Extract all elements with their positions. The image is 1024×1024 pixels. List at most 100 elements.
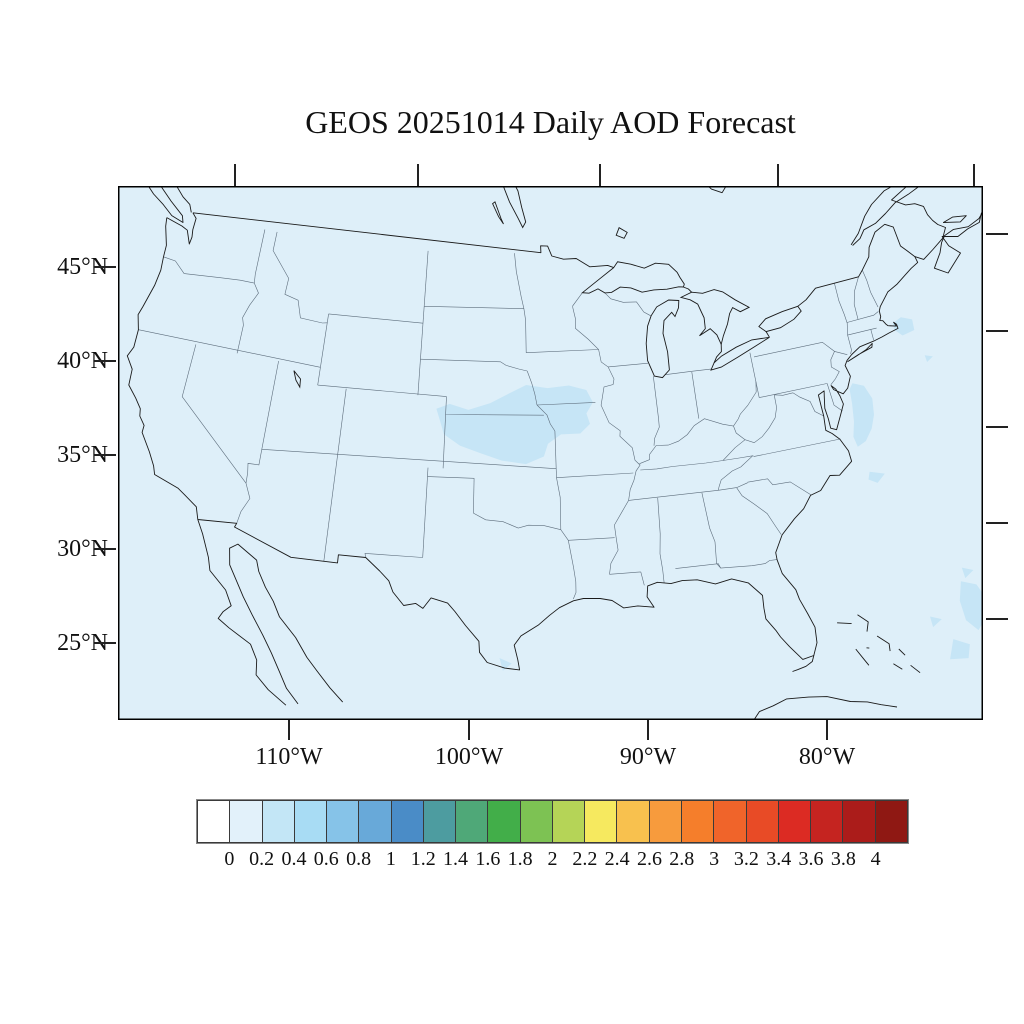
state-border (328, 313, 424, 324)
coastline (876, 635, 891, 652)
state-border (870, 329, 874, 341)
state-border (736, 487, 782, 535)
state-border (323, 388, 347, 562)
state-border (753, 438, 841, 457)
state-border (364, 553, 423, 558)
aod-forecast-map (118, 186, 983, 720)
colorbar-segment-8 (455, 800, 489, 843)
axis-tick (986, 233, 1008, 235)
axis-tick (468, 720, 470, 740)
coastline (893, 663, 903, 670)
colorbar-segment-16 (713, 800, 747, 843)
map-background (118, 186, 983, 720)
colorbar-segment-7 (422, 800, 457, 843)
axis-tick (777, 164, 779, 186)
state-border (181, 344, 247, 484)
state-border (236, 282, 259, 354)
lon-label-100w: 100°W (434, 744, 504, 770)
lake-outline (645, 299, 680, 379)
state-border (749, 352, 760, 398)
state-border (536, 404, 556, 432)
state-border (657, 497, 665, 583)
state-border (862, 269, 879, 308)
state-border (826, 383, 843, 412)
state-border (853, 276, 859, 320)
state-border (417, 250, 429, 396)
state-border (473, 478, 475, 514)
state-border (568, 540, 577, 600)
axis-tick (94, 642, 116, 644)
state-border (691, 371, 700, 419)
coastline (792, 655, 815, 672)
state-border (834, 351, 848, 355)
aod-patch (436, 385, 593, 465)
coastline (197, 519, 287, 706)
colorbar-tick-label: 3.4 (766, 848, 792, 870)
lake-outline (679, 289, 751, 346)
aod-patch (892, 317, 915, 336)
colorbar-segment-15 (680, 800, 715, 843)
coastline (166, 212, 197, 245)
state-border (261, 449, 557, 469)
colorbar-segment-1 (229, 800, 263, 843)
state-border (722, 455, 754, 461)
state-border (653, 376, 660, 446)
colorbar-tick-label: 1.2 (410, 848, 436, 870)
state-border (473, 512, 561, 530)
coastline (683, 286, 692, 293)
lon-label-110w: 110°W (255, 744, 323, 770)
coastline (855, 648, 870, 666)
coastline (753, 696, 898, 720)
state-border (717, 455, 754, 491)
coastline (910, 664, 921, 674)
aod-patch (950, 639, 970, 660)
colorbar-segment-3 (293, 800, 328, 843)
colorbar-tick-label: 1.4 (443, 848, 469, 870)
state-border (526, 370, 538, 406)
state-border (254, 229, 266, 284)
state-border (640, 460, 724, 471)
colorbar-tick-label: 2.6 (636, 848, 662, 870)
state-border (568, 537, 615, 541)
axis-tick (234, 164, 236, 186)
colorbar-segment-18 (777, 800, 812, 843)
axis-tick (94, 360, 116, 362)
state-border (733, 425, 746, 440)
state-border (736, 482, 748, 488)
axis-tick (986, 522, 1008, 524)
colorbar-tick-label: 2 (547, 848, 558, 870)
state-border (759, 383, 827, 398)
state-border (718, 487, 737, 491)
colorbar-segment-4 (326, 800, 360, 843)
colorbar-tick-label: 3.2 (733, 848, 759, 870)
state-border (442, 414, 446, 469)
colorbar-segment-12 (584, 800, 618, 843)
lake-outline (502, 186, 527, 229)
aod-patch (924, 355, 933, 362)
aod-patch (961, 567, 974, 579)
state-border (675, 559, 778, 569)
axis-tick (288, 720, 290, 740)
colorbar-tick-label: 3 (709, 848, 720, 870)
colorbar-segment-2 (261, 800, 295, 843)
state-border (556, 477, 569, 541)
colorbar-tick-label: 2.4 (604, 848, 630, 870)
state-border (554, 430, 557, 478)
colorbar-tick-label: 2.8 (669, 848, 695, 870)
colorbar-segment-14 (648, 800, 682, 843)
state-border (138, 329, 321, 368)
colorbar-segment-6 (390, 800, 424, 843)
state-border (526, 349, 599, 353)
state-border (701, 492, 721, 569)
lake-outline (710, 336, 770, 371)
coastline (942, 215, 967, 223)
colorbar-segment-20 (842, 800, 876, 843)
colorbar (196, 799, 909, 844)
colorbar-segment-11 (551, 800, 586, 843)
axis-tick (986, 330, 1008, 332)
colorbar-segment-19 (810, 800, 844, 843)
axis-tick (599, 164, 601, 186)
coastline (176, 186, 192, 213)
aod-patch (849, 383, 874, 447)
axis-tick (417, 164, 419, 186)
